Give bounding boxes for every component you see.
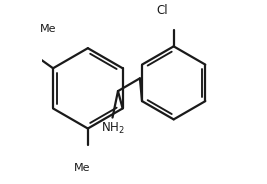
Text: Me: Me bbox=[74, 163, 91, 173]
Text: Cl: Cl bbox=[156, 4, 168, 17]
Text: NH$_2$: NH$_2$ bbox=[101, 121, 124, 136]
Text: Me: Me bbox=[40, 24, 56, 34]
